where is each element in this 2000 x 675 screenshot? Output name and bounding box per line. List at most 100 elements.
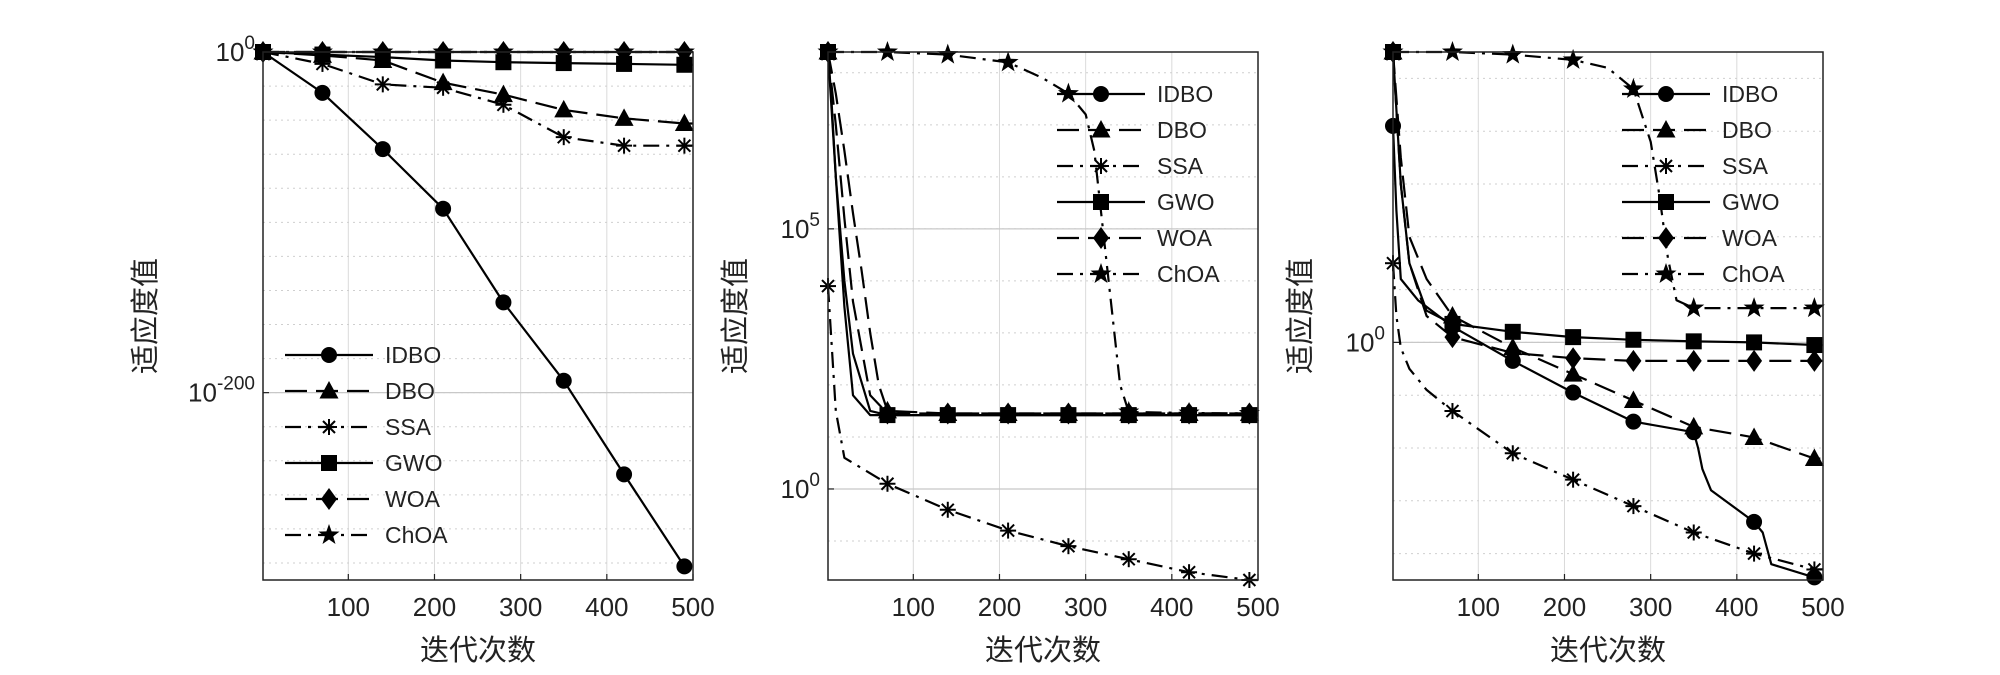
- legend-label-dbo: DBO: [1157, 117, 1207, 143]
- legend-marker-gwo: [1658, 194, 1674, 210]
- x-tick-label: 500: [1236, 592, 1279, 622]
- x-tick-label: 300: [1629, 592, 1672, 622]
- series-line-choa: [828, 50, 1258, 415]
- data-point-ssa: [1564, 470, 1583, 489]
- axes-box-3: [1392, 51, 1824, 581]
- data-point-idbo: [314, 84, 331, 101]
- legend-label-ssa: SSA: [385, 414, 432, 440]
- data-point-ssa: [1805, 560, 1824, 579]
- legend-marker-idbo: [1093, 86, 1109, 102]
- data-point-idbo: [374, 141, 391, 158]
- axes-box-2: [827, 51, 1259, 581]
- legend-label-choa: ChOA: [1722, 261, 1785, 287]
- tick-labels-2: 100 200 300 400 500 105 100: [781, 210, 1280, 622]
- data-point-idbo: [1565, 384, 1582, 401]
- series-line-choa: [1393, 50, 1823, 310]
- x-tick-label: 300: [1064, 592, 1107, 622]
- series-line-woa: [1391, 51, 1823, 362]
- y-tick-label: 100: [1346, 323, 1386, 357]
- x-tick-label: 500: [1801, 592, 1844, 622]
- data-point-idbo: [1625, 413, 1642, 430]
- data-point-idbo: [616, 466, 633, 483]
- legend-label-choa: ChOA: [1157, 261, 1220, 287]
- chart-panel-3: 100 200 300 400 500 100 迭代次数 适应度值 IDBO DBO SSA G…: [1284, 41, 1845, 667]
- data-point-idbo: [435, 200, 452, 217]
- x-tick-label: 200: [413, 592, 456, 622]
- data-point-gwo: [1565, 329, 1582, 346]
- y-tick-label: 100: [216, 33, 256, 67]
- plot-area-3: [1393, 52, 1823, 580]
- data-point-ssa: [554, 128, 573, 147]
- data-point-idbo: [495, 294, 512, 311]
- data-point-ssa: [494, 95, 513, 114]
- legend-marker-idbo: [321, 347, 337, 363]
- y-tick-label: 10-200: [188, 374, 255, 408]
- tick-labels-1: 100 200 300 400 500 100 10-200: [188, 33, 715, 622]
- legend-marker-gwo: [321, 455, 337, 471]
- x-tick-label: 200: [978, 592, 1021, 622]
- legend-label-idbo: IDBO: [385, 342, 441, 368]
- legend-2: IDBO DBO SSA GWO WOA ChOA: [1057, 81, 1220, 287]
- series-line-ssa: [826, 286, 1258, 582]
- legend-label-choa: ChOA: [385, 522, 448, 548]
- data-point-ssa: [1503, 444, 1522, 463]
- legend-marker-ssa: [320, 418, 338, 436]
- legend-1: IDBO DBO SSA GWO WOA ChOA: [285, 342, 448, 548]
- data-point-gwo: [1504, 323, 1521, 340]
- plot-area-1: [263, 52, 693, 580]
- legend-3: IDBO DBO SSA GWO WOA ChOA: [1622, 81, 1785, 287]
- legend-marker-idbo: [1658, 86, 1674, 102]
- series-line-ssa: [262, 50, 693, 147]
- legend-label-dbo: DBO: [385, 378, 435, 404]
- legend-label-dbo: DBO: [1722, 117, 1772, 143]
- data-point-ssa: [1119, 550, 1138, 569]
- data-point-ssa: [1624, 497, 1643, 516]
- y-tick-label: 100: [781, 470, 821, 504]
- data-point-idbo: [676, 558, 693, 575]
- data-point-ssa: [1443, 402, 1462, 421]
- axes-box-1: [262, 51, 694, 581]
- plot-area-2: [828, 52, 1258, 580]
- x-tick-label: 100: [892, 592, 935, 622]
- x-tick-label: 500: [671, 592, 714, 622]
- data-point-ssa: [675, 136, 694, 155]
- data-point-ssa: [1745, 544, 1764, 563]
- series-line-idbo: [262, 51, 686, 568]
- series-line-dbo: [1391, 51, 1823, 460]
- x-tick-label: 100: [1457, 592, 1500, 622]
- y-axis-label-3: 适应度值: [1284, 258, 1317, 374]
- legend-label-ssa: SSA: [1722, 153, 1769, 179]
- data-point-idbo: [555, 372, 572, 389]
- legend-label-woa: WOA: [385, 486, 441, 512]
- legend-label-idbo: IDBO: [1722, 81, 1778, 107]
- x-tick-label: 400: [1715, 592, 1758, 622]
- tick-labels-3: 100 200 300 400 500 100: [1346, 323, 1845, 622]
- y-tick-label: 105: [781, 210, 821, 244]
- x-tick-label: 200: [1543, 592, 1586, 622]
- data-point-ssa: [373, 75, 392, 94]
- legend-label-ssa: SSA: [1157, 153, 1204, 179]
- x-tick-label: 100: [327, 592, 370, 622]
- data-point-ssa: [999, 521, 1018, 540]
- legend-label-gwo: GWO: [1157, 189, 1215, 215]
- legend-marker-gwo: [1093, 194, 1109, 210]
- x-axis-label-3: 迭代次数: [1550, 634, 1666, 667]
- legend-marker-ssa: [1657, 157, 1675, 175]
- chart-panel-2: 100 200 300 400 500 105 100 迭代次数 适应度值 IDBO DBO S…: [719, 41, 1280, 667]
- data-point-ssa: [434, 78, 453, 97]
- legend-marker-ssa: [1092, 157, 1110, 175]
- data-point-gwo: [1625, 331, 1642, 348]
- data-point-ssa: [1180, 563, 1199, 582]
- data-point-ssa: [1059, 537, 1078, 556]
- data-point-gwo: [1746, 334, 1763, 351]
- data-point-gwo: [1685, 333, 1702, 350]
- legend-label-woa: WOA: [1722, 225, 1778, 251]
- x-tick-label: 400: [1150, 592, 1193, 622]
- data-point-ssa: [938, 500, 957, 519]
- legend-label-gwo: GWO: [385, 450, 443, 476]
- data-point-ssa: [878, 474, 897, 493]
- legend-label-woa: WOA: [1157, 225, 1213, 251]
- y-axis-label-1: 适应度值: [129, 258, 162, 374]
